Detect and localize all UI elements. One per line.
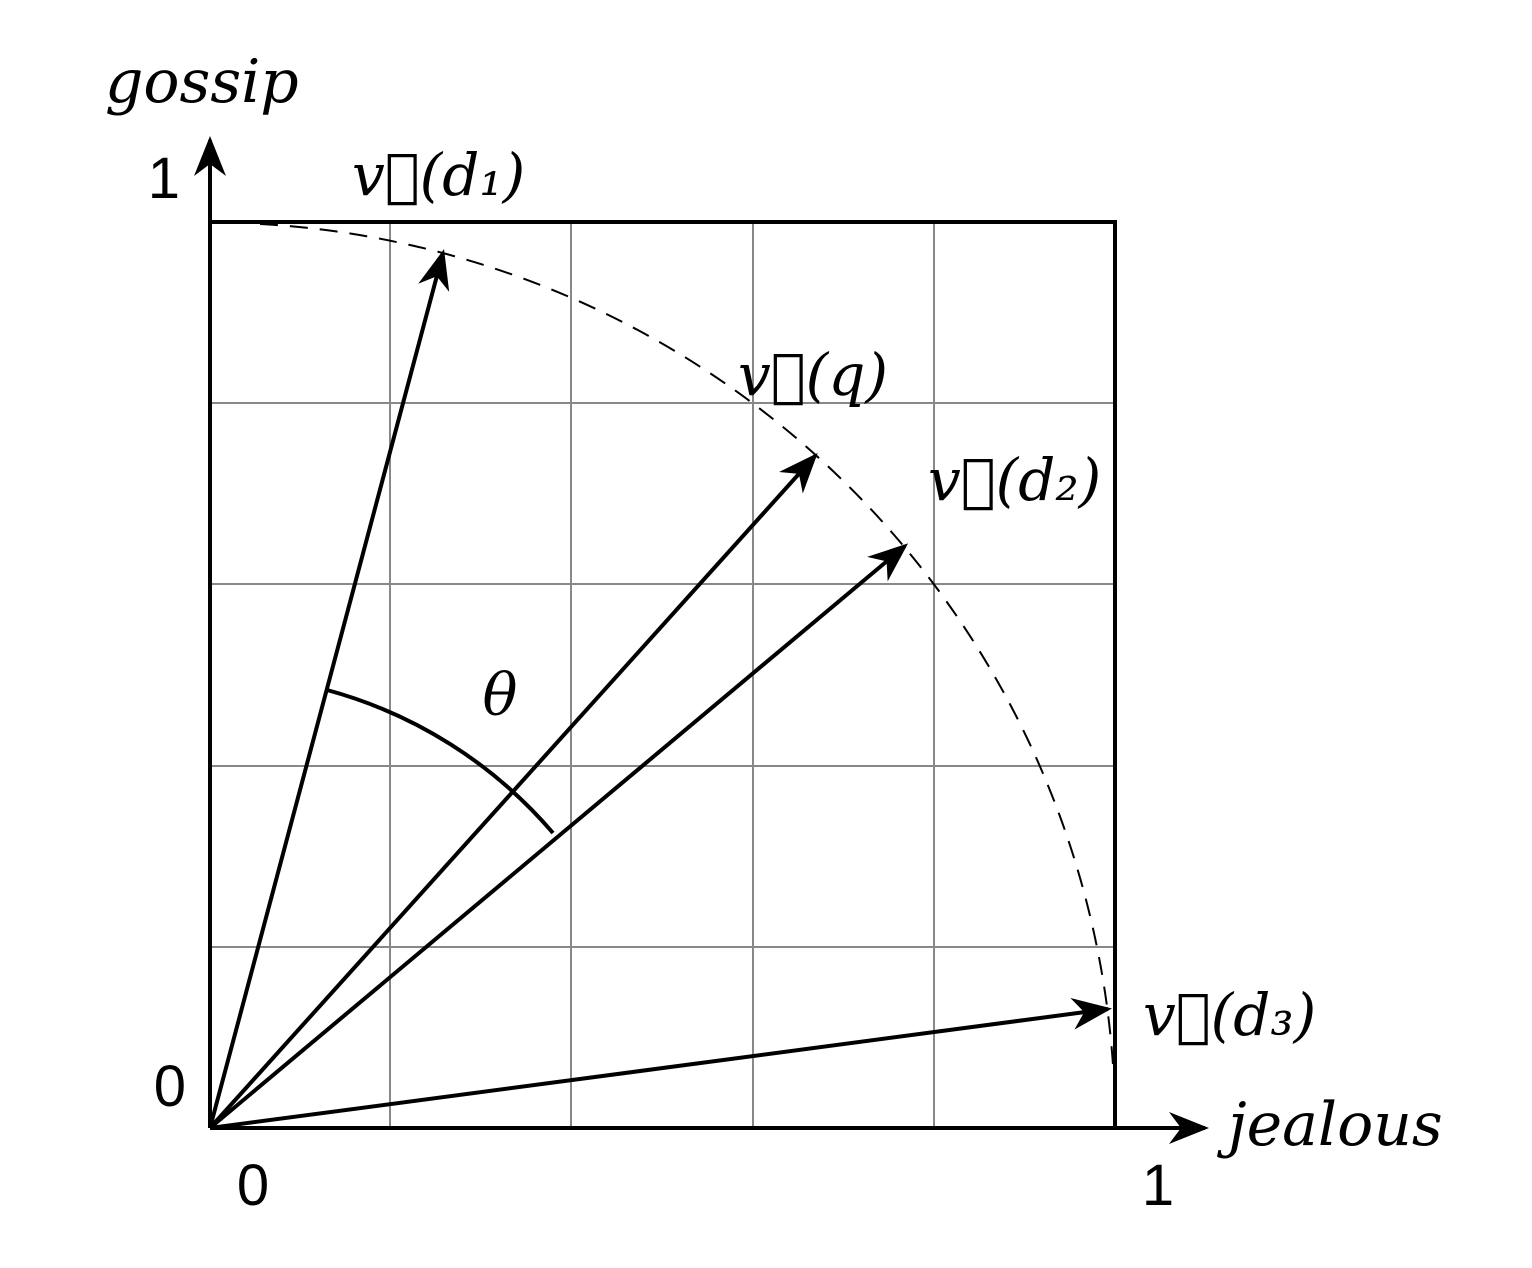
y-min-label: 0 [154,1054,186,1119]
unit-arc [259,223,1114,1066]
grid [210,222,1115,1128]
vector-d2 [208,543,909,1130]
frame [210,220,1117,1128]
vector-d3 [209,997,1112,1130]
vector-d1 [208,249,450,1129]
x-min-label: 0 [237,1153,269,1218]
vector-q [208,453,818,1130]
vector-label: v⃗(d₁) [352,141,525,209]
vector-label: v⃗(q) [738,341,888,409]
vector-label: v⃗(d₂) [928,446,1101,514]
y-axis-label: gossip [105,47,299,117]
x-axis-label: jealous [1217,1090,1443,1160]
angle-label: θ [483,661,518,729]
x-max-label: 1 [1142,1153,1174,1218]
vector-label: v⃗(d₃) [1143,981,1316,1049]
angle-arc [326,688,555,835]
y-max-label: 1 [148,146,180,211]
